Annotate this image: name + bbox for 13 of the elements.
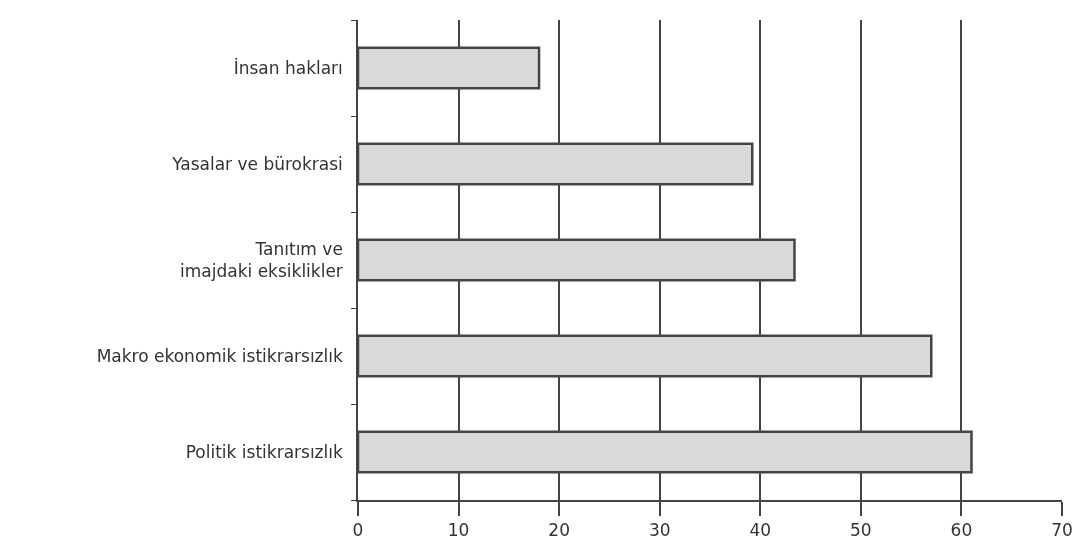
x-tick-label: 50	[850, 520, 872, 541]
y-tick-label: Politik istikrarsızlık	[185, 441, 343, 462]
x-tick-label: 70	[1051, 520, 1073, 541]
y-tick-label: Tanıtım ve imajdaki eksiklikler	[180, 238, 343, 281]
x-tick-label: 10	[447, 520, 470, 541]
x-tick-label: 40	[749, 520, 772, 541]
y-tick-label: Yasalar ve bürokrasi	[171, 153, 343, 174]
y-tick-label: Makro ekonomik istikrarsızlık	[96, 345, 343, 366]
x-tick-label: 0	[352, 520, 364, 541]
x-tick-label: 20	[548, 520, 570, 541]
y-tick-label: İnsan hakları	[233, 57, 343, 78]
x-tick-label: 60	[950, 520, 973, 541]
x-tick-label: 30	[648, 520, 671, 541]
